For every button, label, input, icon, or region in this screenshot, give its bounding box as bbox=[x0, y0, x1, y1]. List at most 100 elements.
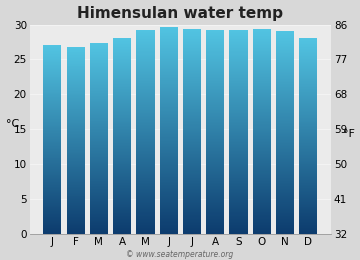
Bar bbox=[136, 178, 154, 179]
Bar bbox=[183, 70, 201, 71]
Bar bbox=[90, 94, 108, 95]
Bar bbox=[136, 91, 154, 92]
Bar bbox=[229, 200, 248, 201]
Bar bbox=[43, 112, 62, 113]
Bar bbox=[136, 65, 154, 66]
Bar bbox=[299, 38, 318, 40]
Bar bbox=[159, 136, 178, 138]
Bar bbox=[299, 107, 318, 108]
Bar bbox=[183, 220, 201, 222]
Bar bbox=[67, 221, 85, 222]
Bar bbox=[253, 31, 271, 32]
Bar bbox=[67, 99, 85, 100]
Bar bbox=[183, 196, 201, 197]
Bar bbox=[183, 216, 201, 217]
Bar bbox=[253, 162, 271, 163]
Bar bbox=[183, 212, 201, 213]
Bar bbox=[159, 55, 178, 56]
Bar bbox=[229, 113, 248, 114]
Bar bbox=[229, 177, 248, 178]
Bar bbox=[183, 160, 201, 161]
Bar bbox=[299, 89, 318, 90]
Bar bbox=[43, 195, 62, 196]
Bar bbox=[206, 188, 224, 189]
Bar bbox=[90, 57, 108, 58]
Bar bbox=[136, 155, 154, 157]
Bar bbox=[159, 28, 178, 29]
Bar bbox=[136, 145, 154, 146]
Bar bbox=[43, 133, 62, 134]
Bar bbox=[90, 172, 108, 173]
Bar bbox=[90, 61, 108, 62]
Bar bbox=[113, 162, 131, 164]
Bar bbox=[159, 86, 178, 87]
Bar bbox=[136, 214, 154, 216]
Bar bbox=[229, 217, 248, 218]
Bar bbox=[229, 142, 248, 143]
Bar bbox=[113, 106, 131, 107]
Bar bbox=[183, 75, 201, 76]
Bar bbox=[183, 114, 201, 115]
Bar bbox=[113, 200, 131, 201]
Bar bbox=[113, 113, 131, 114]
Bar bbox=[67, 148, 85, 149]
Bar bbox=[159, 37, 178, 38]
Bar bbox=[276, 90, 294, 91]
Bar bbox=[67, 78, 85, 79]
Bar bbox=[159, 187, 178, 188]
Bar bbox=[90, 47, 108, 48]
Bar bbox=[206, 34, 224, 35]
Bar bbox=[229, 91, 248, 92]
Bar bbox=[43, 64, 62, 65]
Bar bbox=[67, 207, 85, 208]
Bar bbox=[90, 96, 108, 97]
Bar bbox=[136, 171, 154, 172]
Bar bbox=[206, 103, 224, 105]
Bar bbox=[159, 93, 178, 94]
Bar bbox=[136, 226, 154, 227]
Bar bbox=[183, 164, 201, 165]
Bar bbox=[67, 199, 85, 200]
Bar bbox=[253, 120, 271, 121]
Bar bbox=[43, 207, 62, 209]
Bar bbox=[113, 176, 131, 177]
Bar bbox=[276, 154, 294, 155]
Bar bbox=[276, 142, 294, 143]
Bar bbox=[159, 59, 178, 60]
Bar bbox=[299, 191, 318, 192]
Bar bbox=[136, 135, 154, 136]
Bar bbox=[206, 158, 224, 159]
Bar bbox=[276, 113, 294, 114]
Bar bbox=[183, 124, 201, 125]
Bar bbox=[183, 101, 201, 102]
Bar bbox=[90, 223, 108, 224]
Bar bbox=[113, 56, 131, 57]
Bar bbox=[113, 197, 131, 198]
Bar bbox=[183, 193, 201, 194]
Bar bbox=[136, 189, 154, 190]
Bar bbox=[159, 192, 178, 193]
Bar bbox=[67, 91, 85, 92]
Bar bbox=[299, 197, 318, 198]
Bar bbox=[299, 198, 318, 199]
Bar bbox=[206, 206, 224, 207]
Bar bbox=[276, 218, 294, 219]
Bar bbox=[299, 152, 318, 153]
Bar bbox=[113, 102, 131, 103]
Bar bbox=[253, 184, 271, 185]
Bar bbox=[276, 114, 294, 115]
Bar bbox=[299, 85, 318, 86]
Bar bbox=[253, 100, 271, 101]
Bar bbox=[113, 179, 131, 180]
Bar bbox=[159, 150, 178, 151]
Bar bbox=[276, 103, 294, 104]
Bar bbox=[159, 197, 178, 198]
Bar bbox=[90, 76, 108, 77]
Bar bbox=[276, 118, 294, 119]
Bar bbox=[253, 176, 271, 177]
Bar bbox=[136, 180, 154, 181]
Bar bbox=[136, 122, 154, 123]
Bar bbox=[113, 48, 131, 49]
Bar bbox=[67, 217, 85, 218]
Bar bbox=[183, 98, 201, 99]
